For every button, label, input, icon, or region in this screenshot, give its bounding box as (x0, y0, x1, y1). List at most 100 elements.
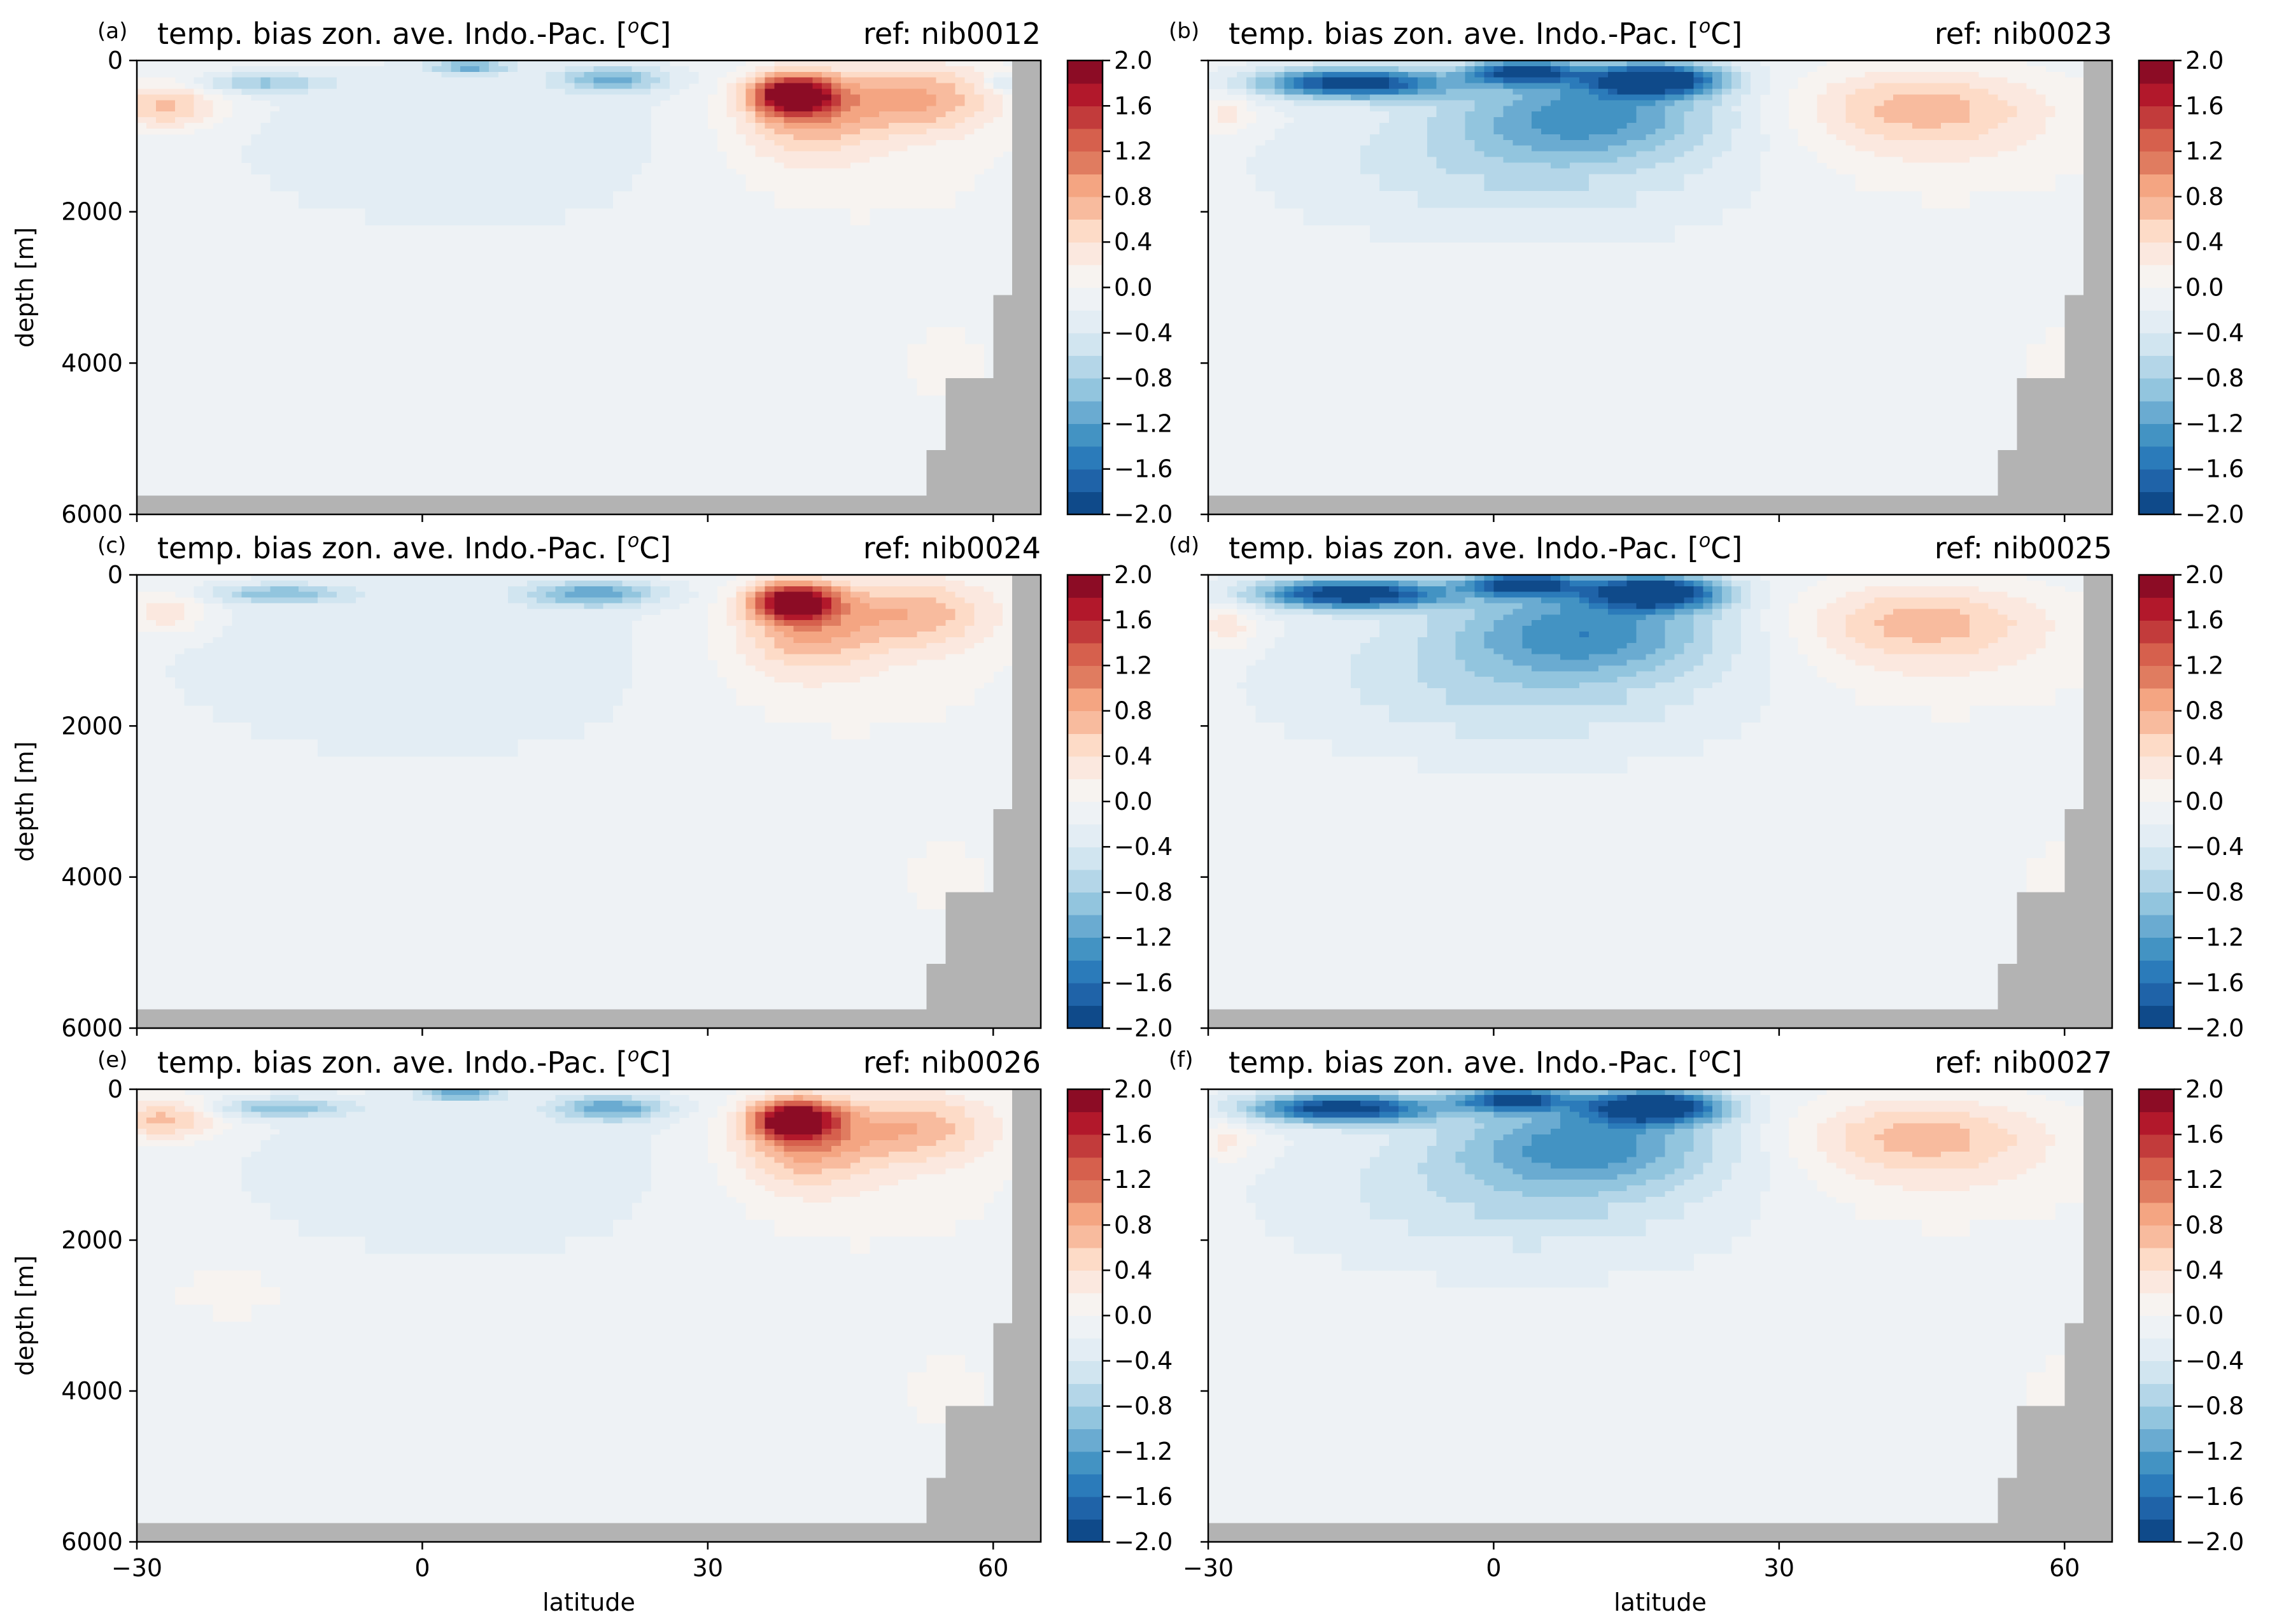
heatmap-cell (260, 626, 271, 632)
heatmap-cell (1798, 117, 1808, 124)
heatmap-cell (1446, 106, 1456, 112)
heatmap-cell (907, 344, 918, 362)
heatmap-cell (1532, 139, 1542, 146)
heatmap-cell (507, 620, 518, 626)
heatmap-cell (2026, 71, 2037, 78)
heatmap-cell (184, 94, 195, 101)
heatmap-cell (1903, 157, 1913, 164)
land-column (1522, 495, 1532, 514)
heatmap-cell (1417, 157, 1428, 164)
heatmap-cell (1579, 225, 1590, 243)
heatmap-cell (498, 671, 509, 677)
heatmap-cell (1389, 100, 1399, 106)
heatmap-cell (270, 586, 280, 593)
heatmap-cell (945, 139, 956, 146)
heatmap-cell (584, 100, 595, 106)
heatmap-cell (1351, 111, 1361, 118)
heatmap-cell (1294, 117, 1304, 124)
heatmap-cell (1551, 123, 1561, 129)
heatmap-cell (403, 128, 414, 135)
heatmap-cell (2026, 157, 2037, 164)
heatmap-cell (536, 575, 547, 581)
land-column (1541, 495, 1551, 514)
heatmap-cell (318, 134, 328, 141)
heatmap-cell (1427, 83, 1437, 90)
heatmap-cell (1274, 88, 1285, 95)
heatmap-cell (574, 94, 585, 101)
heatmap-cell (1845, 100, 1856, 106)
heatmap-cell (1674, 139, 1684, 146)
heatmap-cell (793, 157, 803, 164)
heatmap-cell (774, 66, 785, 73)
heatmap-cell (536, 83, 547, 90)
heatmap-cell (1893, 60, 1903, 67)
heatmap-cell (869, 157, 880, 164)
heatmap-cell (1598, 225, 1609, 243)
heatmap-cell (1322, 100, 1332, 106)
heatmap-cell (432, 106, 442, 112)
heatmap-cell (1284, 162, 1295, 169)
heatmap-cell (517, 597, 528, 604)
heatmap-cell (936, 106, 947, 112)
heatmap-cell (1351, 71, 1361, 78)
heatmap-cell (1598, 139, 1609, 146)
heatmap-cell (1436, 71, 1447, 78)
heatmap-cell (146, 597, 157, 604)
heatmap-cell (232, 705, 243, 723)
heatmap-cell (299, 77, 309, 84)
heatmap-cell (1294, 71, 1304, 78)
land-column (213, 495, 223, 514)
heatmap-cell (565, 106, 575, 112)
heatmap-cell (1588, 77, 1599, 84)
heatmap-cell (470, 637, 480, 644)
heatmap-cell (878, 106, 889, 112)
heatmap-cell (1436, 66, 1447, 73)
heatmap-cell (1512, 111, 1523, 118)
colorbar-swatch (2139, 174, 2174, 197)
heatmap-cell (146, 614, 157, 621)
heatmap-cell (441, 139, 451, 146)
heatmap-cell (498, 100, 509, 106)
heatmap-cell (1817, 139, 1828, 146)
heatmap-cell (555, 134, 566, 141)
colorbar-swatch (1068, 151, 1103, 174)
heatmap-cell (222, 100, 233, 106)
heatmap-cell (470, 614, 480, 621)
heatmap-cell (898, 106, 908, 112)
heatmap-cell (593, 162, 604, 169)
heatmap-cell (393, 151, 404, 158)
heatmap-cell (1884, 145, 1894, 152)
heatmap-cell (470, 586, 480, 593)
heatmap-cell (1236, 123, 1247, 129)
heatmap-cell (565, 77, 575, 84)
heatmap-cell (555, 168, 566, 174)
heatmap-cell (565, 591, 575, 598)
heatmap-cell (641, 106, 651, 112)
heatmap-cell (403, 671, 414, 677)
heatmap-cell (2007, 100, 2018, 106)
heatmap-cell (203, 688, 214, 706)
heatmap-cell (412, 111, 423, 118)
heatmap-cell (1474, 162, 1485, 169)
heatmap-cell (489, 688, 499, 706)
heatmap-cell (1532, 111, 1542, 118)
heatmap-cell (498, 77, 509, 84)
heatmap-cell (593, 591, 604, 598)
heatmap-cell (2007, 151, 2018, 158)
heatmap-cell (1003, 94, 1013, 101)
heatmap-cell (289, 580, 299, 587)
heatmap-cell (1617, 168, 1628, 174)
heatmap-cell (498, 575, 509, 581)
heatmap-cell (755, 88, 766, 95)
heatmap-cell (574, 642, 585, 649)
heatmap-cell (403, 580, 414, 587)
heatmap-cell (812, 139, 822, 146)
heatmap-cell (1988, 83, 1999, 90)
heatmap-cell (1703, 77, 1713, 84)
heatmap-cell (526, 609, 537, 615)
heatmap-cell (1617, 71, 1628, 78)
heatmap-cell (641, 123, 651, 129)
heatmap-cell (1541, 174, 1551, 192)
heatmap-cell (279, 688, 290, 706)
heatmap-cell (1303, 77, 1314, 84)
